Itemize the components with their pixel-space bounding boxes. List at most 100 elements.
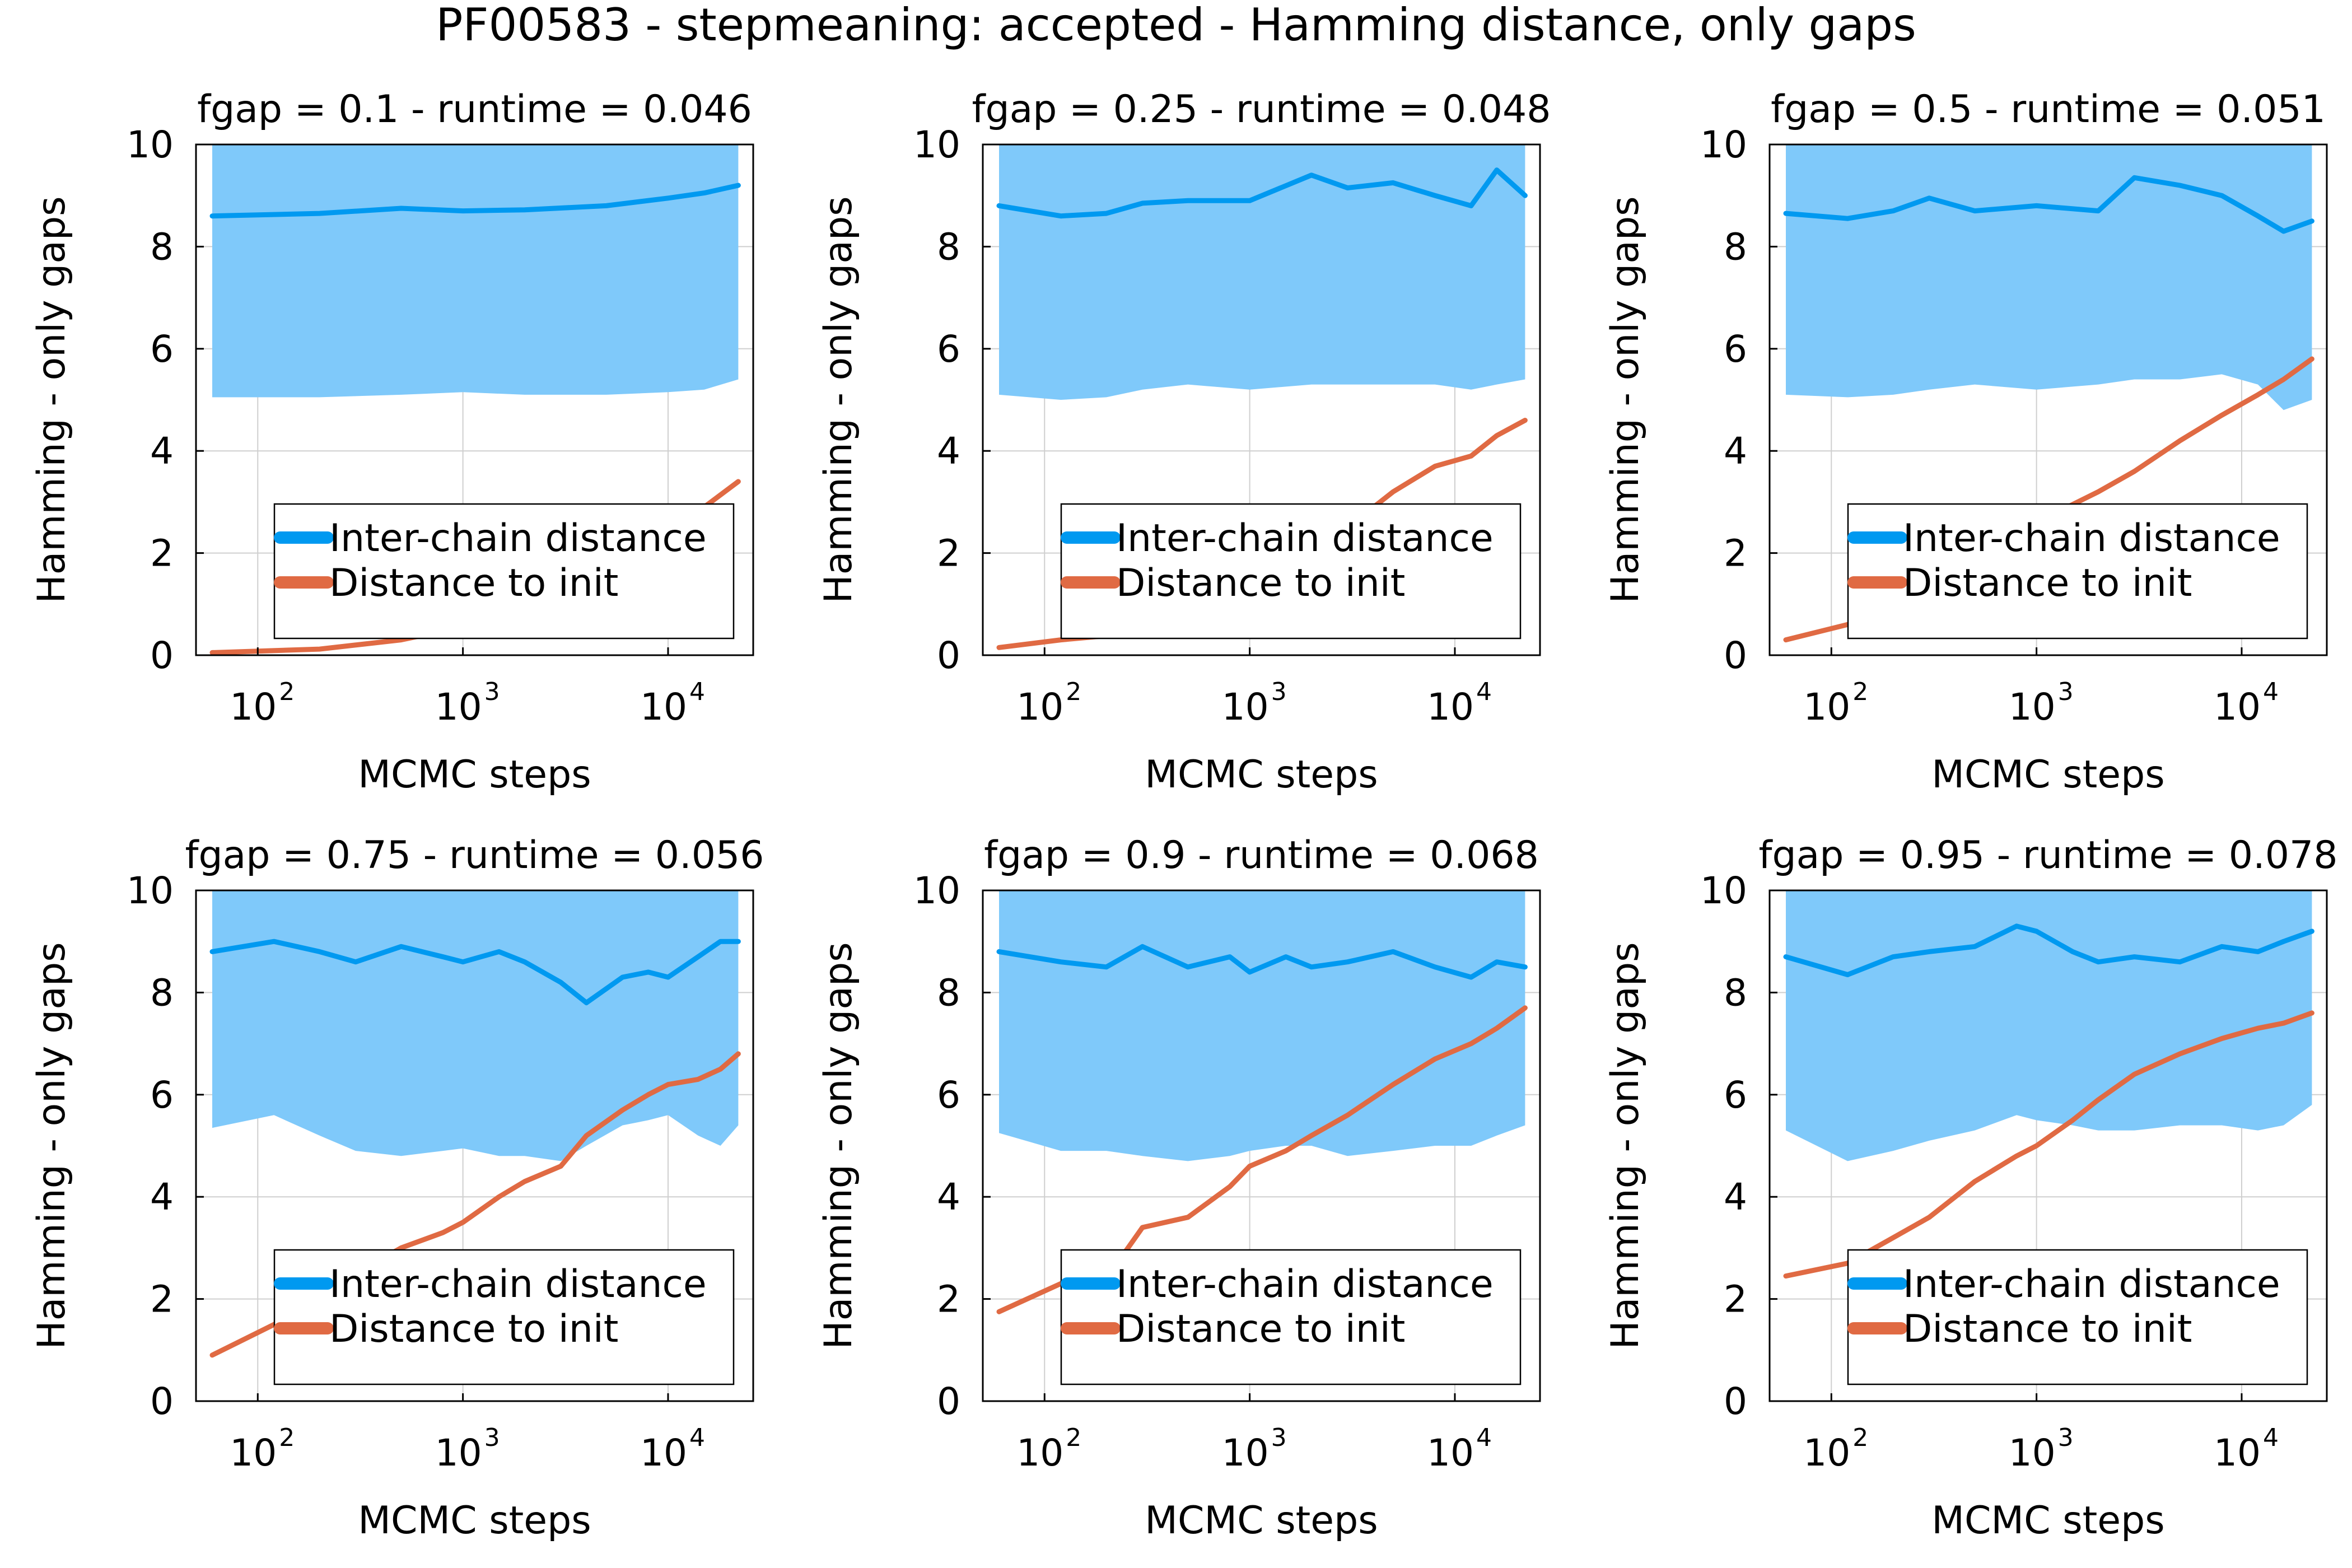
y-axis-label: Hamming - only gaps: [1603, 196, 1648, 603]
legend-box: [1060, 503, 1522, 640]
plot-frame: [195, 143, 754, 656]
y-tick-label: 8: [937, 225, 960, 268]
y-tick-label: 2: [937, 1278, 960, 1321]
x-axis-label: MCMC steps: [358, 753, 591, 797]
y-tick-label: 8: [150, 971, 174, 1014]
y-tick-label: 2: [150, 532, 174, 575]
figure-title: PF00583 - stepmeaning: accepted - Hammin…: [436, 0, 1916, 51]
x-tick-exponent: 2: [1066, 1424, 1081, 1452]
inter-chain-distance-line: [209, 183, 741, 219]
legend-entry: Distance to init: [1903, 561, 2192, 605]
legend-entry: Inter-chain distance: [1116, 516, 1494, 561]
y-tick-label: 0: [150, 1380, 174, 1423]
y-tick-label: 0: [150, 634, 174, 677]
legend-entry: Inter-chain distance: [329, 516, 707, 561]
y-axis-label: Hamming - only gaps: [816, 196, 861, 603]
legend-entry: Distance to init: [1903, 1307, 2192, 1351]
y-tick-label: 6: [937, 328, 960, 371]
legend-box: [1847, 1249, 2308, 1385]
x-tick-exponent: 3: [2058, 678, 2074, 706]
legend-box: [273, 1249, 735, 1385]
y-axis-label: Hamming - only gaps: [816, 942, 861, 1349]
legend-box: [1847, 503, 2308, 640]
legend-entry: Inter-chain distance: [1903, 1262, 2280, 1306]
y-tick-label: 4: [150, 1175, 174, 1219]
x-axis-label: MCMC steps: [1931, 1499, 2164, 1543]
plot-frame: [195, 889, 754, 1402]
legend-entry: Distance to init: [329, 1307, 618, 1351]
y-axis-label: Hamming - only gaps: [1603, 942, 1648, 1349]
inter-chain-band: [1786, 144, 2312, 410]
y-tick-label: 8: [150, 225, 174, 268]
y-tick-label: 8: [1724, 225, 1747, 268]
y-tick-label: 4: [150, 430, 174, 473]
y-tick-label: 6: [150, 328, 174, 371]
x-tick-label: 10: [230, 685, 277, 729]
plot-frame: [1768, 143, 2328, 656]
y-tick-label: 4: [937, 430, 960, 473]
x-tick-exponent: 2: [1852, 678, 1868, 706]
x-tick-label: 10: [1427, 685, 1474, 729]
x-tick-exponent: 2: [1066, 678, 1081, 706]
inter-chain-distance-line: [996, 944, 1528, 980]
subplot-title: fgap = 0.95 - runtime = 0.078: [1759, 833, 2338, 878]
x-tick-label: 10: [1803, 1431, 1850, 1474]
inter-chain-distance-line: [1783, 175, 2314, 234]
y-axis-label: Hamming - only gaps: [30, 942, 74, 1349]
y-tick-label: 8: [1724, 971, 1747, 1014]
x-tick-exponent: 4: [689, 678, 705, 706]
x-tick-label: 10: [2009, 1431, 2056, 1474]
legend-entry: Distance to init: [1116, 561, 1405, 605]
x-tick-label: 10: [1016, 685, 1063, 729]
x-tick-exponent: 4: [2263, 1424, 2279, 1452]
x-tick-exponent: 2: [279, 1424, 295, 1452]
y-tick-label: 2: [1724, 1278, 1747, 1321]
inter-chain-distance-line: [1783, 923, 2314, 977]
legend-entry: Distance to init: [329, 561, 618, 605]
inter-chain-band: [999, 144, 1525, 400]
y-tick-label: 10: [1700, 123, 1747, 166]
y-tick-label: 0: [937, 1380, 960, 1423]
y-tick-label: 2: [1724, 532, 1747, 575]
y-tick-label: 0: [1724, 1380, 1747, 1423]
y-tick-label: 6: [1724, 1074, 1747, 1117]
x-tick-exponent: 2: [1852, 1424, 1868, 1452]
y-tick-label: 6: [937, 1074, 960, 1117]
x-axis-label: MCMC steps: [358, 1499, 591, 1543]
x-tick-label: 10: [1803, 685, 1850, 729]
x-tick-label: 10: [2214, 685, 2261, 729]
x-tick-label: 10: [640, 685, 687, 729]
y-tick-label: 10: [1700, 869, 1747, 912]
y-tick-label: 10: [127, 869, 174, 912]
x-axis-label: MCMC steps: [1931, 753, 2164, 797]
legend-box: [1060, 1249, 1522, 1385]
y-tick-label: 10: [913, 123, 960, 166]
legend-entry: Inter-chain distance: [1116, 1262, 1494, 1306]
y-tick-label: 0: [1724, 634, 1747, 677]
x-tick-exponent: 3: [1271, 1424, 1287, 1452]
y-tick-label: 6: [1724, 328, 1747, 371]
y-tick-label: 2: [937, 532, 960, 575]
plot-frame: [1768, 889, 2328, 1402]
x-tick-exponent: 4: [1476, 678, 1492, 706]
x-tick-label: 10: [640, 1431, 687, 1474]
legend-box: [273, 503, 735, 640]
inter-chain-distance-line: [209, 939, 741, 1006]
y-tick-label: 0: [937, 634, 960, 677]
x-tick-label: 10: [1016, 1431, 1063, 1474]
x-tick-exponent: 3: [484, 1424, 500, 1452]
x-tick-label: 10: [435, 685, 482, 729]
plot-frame: [982, 143, 1541, 656]
x-axis-label: MCMC steps: [1145, 753, 1378, 797]
inter-chain-distance-line: [996, 167, 1528, 219]
legend-entry: Distance to init: [1116, 1307, 1405, 1351]
